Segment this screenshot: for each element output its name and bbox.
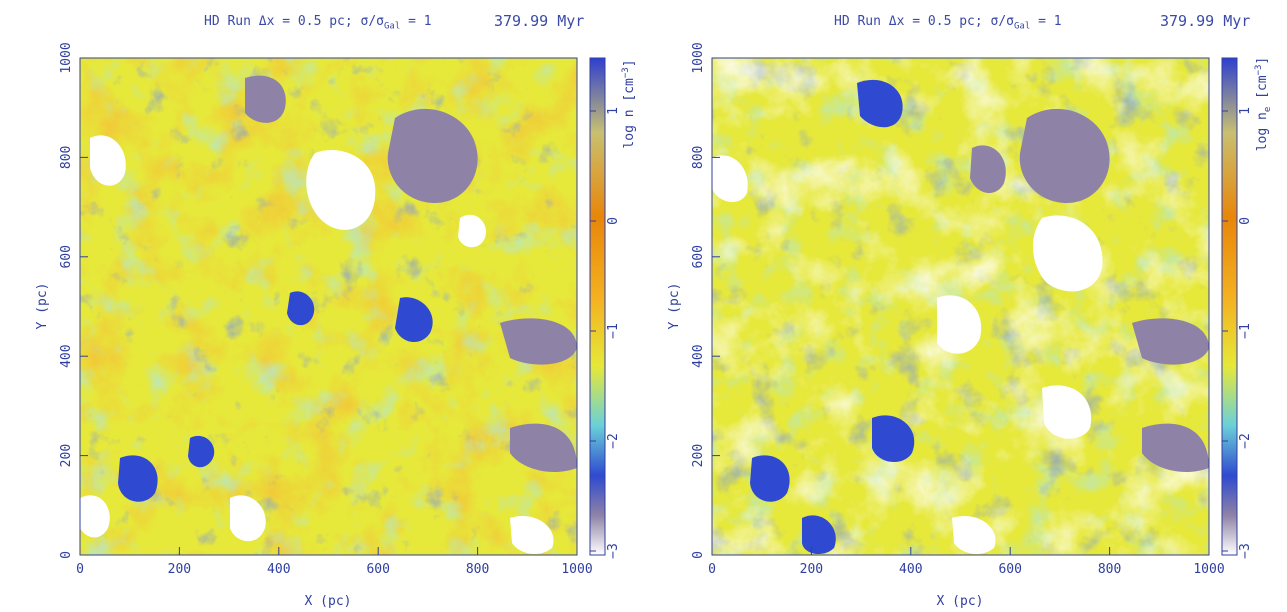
colorbar-tick-label: 0 bbox=[1238, 217, 1253, 225]
y-ticks: 0 200 400 600 800 1000 bbox=[59, 42, 88, 559]
x-tick-label: 0 bbox=[76, 562, 84, 577]
colorbar-ticks: −3 −2 −1 0 1 bbox=[1222, 107, 1253, 559]
colorbar-tick-label: −2 bbox=[1238, 433, 1253, 449]
colorbar-tick-label: 1 bbox=[1238, 107, 1253, 115]
colorbar-tick-label: 1 bbox=[606, 107, 621, 115]
plot-title-suffix: = 1 bbox=[400, 14, 432, 29]
plot-frame bbox=[711, 57, 1210, 556]
y-tick-label: 600 bbox=[691, 245, 706, 268]
plot-title-suffix: = 1 bbox=[1030, 14, 1062, 29]
time-label: 379.99 Myr bbox=[494, 12, 585, 30]
x-tick-label: 400 bbox=[267, 562, 290, 577]
y-tick-label: 1000 bbox=[59, 42, 74, 73]
plot-title-subscript: Gal bbox=[384, 21, 401, 32]
plot-frame bbox=[79, 57, 578, 556]
colorbar-title: log ne [cm−3] bbox=[1254, 57, 1273, 152]
hot-bubbles bbox=[712, 79, 1209, 555]
colorbar-tick-label: −3 bbox=[1238, 543, 1253, 559]
colorbar-tick-label: −3 bbox=[606, 543, 621, 559]
colorbar-title-sub: e bbox=[1263, 107, 1273, 112]
x-tick-label: 800 bbox=[466, 562, 489, 577]
electron-density-panel: HD Run Δx = 0.5 pc; σ/σGal = 1 379.99 My… bbox=[640, 0, 1280, 612]
x-tick-label: 200 bbox=[168, 562, 191, 577]
colorbar bbox=[1221, 57, 1238, 556]
x-tick-label: 800 bbox=[1098, 562, 1121, 577]
colorbar-title-end: ] bbox=[1255, 57, 1270, 65]
plot-title-subscript: Gal bbox=[1014, 21, 1031, 32]
y-tick-label: 800 bbox=[59, 146, 74, 169]
axes: 0 200 400 600 800 1000 0 200 400 600 800… bbox=[35, 42, 637, 609]
y-tick-label: 400 bbox=[691, 344, 706, 367]
density-field bbox=[80, 58, 577, 555]
colorbar-ticks: −3 −2 −1 0 1 bbox=[590, 107, 621, 559]
x-tick-label: 600 bbox=[366, 562, 389, 577]
colorbar-tick-label: −1 bbox=[606, 323, 621, 339]
colorbar-title-sup: −3 bbox=[1254, 65, 1264, 76]
plot-title: HD Run Δx = 0.5 pc; σ/σGal = 1 bbox=[834, 14, 1062, 32]
colorbar-title-main: log n [cm bbox=[622, 78, 637, 149]
y-tick-label: 200 bbox=[691, 444, 706, 467]
colorbar-title-main: log n bbox=[1255, 112, 1270, 151]
y-ticks: 0 200 400 600 800 1000 bbox=[691, 42, 720, 559]
density-map bbox=[80, 58, 577, 555]
colorbar-tick-label: −1 bbox=[1238, 323, 1253, 339]
x-tick-label: 0 bbox=[708, 562, 716, 577]
colorbar bbox=[589, 57, 606, 556]
y-tick-label: 600 bbox=[59, 245, 74, 268]
y-axis-title: Y (pc) bbox=[667, 283, 682, 330]
y-tick-label: 0 bbox=[691, 551, 706, 559]
y-axis-title: Y (pc) bbox=[35, 283, 50, 330]
x-tick-label: 200 bbox=[800, 562, 823, 577]
colorbar-title-end: ] bbox=[622, 59, 637, 67]
plot-title-text: HD Run Δx = 0.5 pc; σ/σ bbox=[834, 14, 1015, 29]
electron-density-map bbox=[712, 58, 1209, 555]
x-ticks: 0 200 400 600 800 1000 bbox=[708, 547, 1225, 577]
y-tick-label: 1000 bbox=[691, 42, 706, 73]
plot-title-text: HD Run Δx = 0.5 pc; σ/σ bbox=[204, 14, 385, 29]
colorbar-title-mid: [cm bbox=[1255, 75, 1270, 106]
x-axis-title: X (pc) bbox=[305, 594, 352, 609]
colorbar-title: log n [cm−3] bbox=[621, 59, 637, 148]
colorbar-tick-label: 0 bbox=[606, 217, 621, 225]
plot-title: HD Run Δx = 0.5 pc; σ/σGal = 1 bbox=[204, 14, 432, 32]
y-tick-label: 800 bbox=[691, 146, 706, 169]
y-tick-label: 200 bbox=[59, 444, 74, 467]
y-tick-label: 0 bbox=[59, 551, 74, 559]
colorbar-tick-label: −2 bbox=[606, 433, 621, 449]
colorbar-title-sup: −3 bbox=[621, 67, 631, 78]
x-tick-label: 400 bbox=[899, 562, 922, 577]
x-tick-label: 1000 bbox=[561, 562, 592, 577]
electron-density-field bbox=[712, 58, 1209, 555]
x-ticks: 0 200 400 600 800 1000 bbox=[76, 547, 593, 577]
x-tick-label: 600 bbox=[998, 562, 1021, 577]
blue-layer bbox=[80, 58, 577, 555]
hot-bubbles bbox=[80, 75, 577, 555]
time-label: 379.99 Myr bbox=[1160, 12, 1251, 30]
axes: 0 200 400 600 800 1000 0 200 400 600 800… bbox=[667, 42, 1273, 609]
density-panel: HD Run Δx = 0.5 pc; σ/σGal = 1 379.99 My… bbox=[0, 0, 640, 612]
x-tick-label: 1000 bbox=[1193, 562, 1224, 577]
x-axis-title: X (pc) bbox=[937, 594, 984, 609]
y-tick-label: 400 bbox=[59, 344, 74, 367]
